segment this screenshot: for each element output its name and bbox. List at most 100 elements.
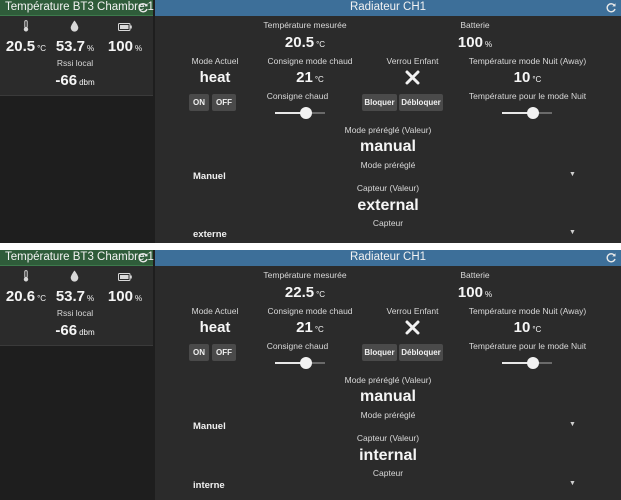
slider-thumb[interactable] <box>527 357 539 369</box>
consigne-chaud-label: Consigne chaud <box>266 341 329 351</box>
radiator-card: Radiateur CH1 Température mesurée 20.5 °C… <box>155 0 621 243</box>
caret-down-icon[interactable]: ▼ <box>569 229 576 236</box>
sensor-value: internal <box>359 447 417 464</box>
night-temp-value: 10 °C <box>513 319 542 336</box>
sensor-card-body: 20.6 °C 53.7% 100% Rssi local -66 dbm <box>0 266 153 346</box>
battery-label: Batterie <box>460 270 490 280</box>
verrou-enfant-label: Verrou Enfant <box>386 56 439 66</box>
consigne-mode-chaud-value: 21 °C <box>296 69 324 86</box>
debloquer-button[interactable]: Débloquer <box>399 344 443 361</box>
debloquer-button[interactable]: Débloquer <box>399 94 443 111</box>
preset-select[interactable]: Manuel <box>193 171 226 182</box>
night-temp-label: Température mode Nuit (Away) <box>468 56 587 66</box>
night-setpoint-slider[interactable] <box>502 107 552 119</box>
thermometer-icon <box>23 270 29 282</box>
night-setpoint-slider[interactable] <box>502 357 552 369</box>
sensor-value-label: Capteur (Valeur) <box>356 433 420 443</box>
caret-down-icon[interactable]: ▼ <box>569 421 576 428</box>
thermometer-icon <box>23 20 29 32</box>
radiator-card-header: Radiateur CH1 <box>155 250 621 266</box>
sensor-card-header: Température BT3 Chambre 1 <box>0 0 154 16</box>
close-x-icon <box>405 70 420 85</box>
dashboard-panel-1: Température BT3 Chambre 1 20.5 °C 53.7% 1… <box>0 0 621 243</box>
caret-down-icon[interactable]: ▼ <box>569 171 576 178</box>
measured-temp-value: 22.5 °C <box>284 284 326 301</box>
battery-value: 100% <box>457 284 493 301</box>
sensor-select-label: Capteur <box>372 218 404 228</box>
consigne-chaud-label: Consigne chaud <box>266 91 329 101</box>
preset-select-label: Mode préréglé <box>360 410 416 420</box>
night-temp-value: 10 °C <box>513 69 542 86</box>
battery-label: Batterie <box>460 20 490 30</box>
water-drop-icon <box>70 20 79 32</box>
sensor-select-label: Capteur <box>372 468 404 478</box>
sensor-rssi: -66 dbm <box>55 72 95 89</box>
slider-fill <box>275 362 306 364</box>
rssi-label: Rssi local <box>56 308 94 318</box>
slider-thumb[interactable] <box>527 107 539 119</box>
mode-actuel-label: Mode Actuel <box>191 56 239 66</box>
battery-value: 100% <box>457 34 493 51</box>
night-setpoint-label: Température pour le mode Nuit <box>468 91 587 101</box>
measured-temp-label: Température mesurée <box>263 270 347 280</box>
radiator-card-title: Radiateur CH1 <box>349 1 427 13</box>
dashboard-panel-2: Température BT3 Chambre 1 20.6 °C 53.7% 1… <box>0 250 621 500</box>
sensor-card-body: 20.5 °C 53.7% 100% Rssi local -66 dbm <box>0 16 153 96</box>
rssi-label: Rssi local <box>56 58 94 68</box>
preset-select-label: Mode préréglé <box>360 160 416 170</box>
consigne-mode-chaud-label: Consigne mode chaud <box>267 56 353 66</box>
preset-value: manual <box>359 138 416 155</box>
preset-value-label: Mode préréglé (Valeur) <box>344 125 432 135</box>
sensor-card: Température BT3 Chambre 1 20.6 °C 53.7% 1… <box>0 250 154 500</box>
radiator-card-header: Radiateur CH1 <box>155 0 621 16</box>
radiator-card-title: Radiateur CH1 <box>349 251 427 263</box>
measured-temp-value: 20.5 °C <box>284 34 326 51</box>
sensor-temperature: 20.5 °C <box>5 38 47 55</box>
slider-fill <box>275 112 306 114</box>
sensor-select[interactable]: externe <box>193 229 227 240</box>
verrou-enfant-label: Verrou Enfant <box>386 306 439 316</box>
on-button[interactable]: ON <box>189 344 209 361</box>
consigne-mode-chaud-label: Consigne mode chaud <box>267 306 353 316</box>
mode-actuel-value: heat <box>199 319 231 336</box>
consigne-chaud-slider[interactable] <box>275 357 325 369</box>
sensor-select[interactable]: interne <box>193 480 225 491</box>
refresh-icon[interactable] <box>605 252 617 264</box>
preset-value-label: Mode préréglé (Valeur) <box>344 375 432 385</box>
sensor-card-title: Température BT3 Chambre 1 <box>5 251 154 263</box>
slider-thumb[interactable] <box>300 107 312 119</box>
slider-fill <box>502 362 533 364</box>
night-temp-label: Température mode Nuit (Away) <box>468 306 587 316</box>
battery-icon <box>118 273 132 281</box>
battery-icon <box>118 23 132 31</box>
mode-actuel-value: heat <box>199 69 231 86</box>
night-setpoint-label: Température pour le mode Nuit <box>468 341 587 351</box>
sensor-card: Température BT3 Chambre 1 20.5 °C 53.7% 1… <box>0 0 154 243</box>
bloquer-button[interactable]: Bloquer <box>362 94 397 111</box>
sensor-card-title: Température BT3 Chambre 1 <box>5 1 154 13</box>
caret-down-icon[interactable]: ▼ <box>569 480 576 487</box>
slider-fill <box>502 112 533 114</box>
refresh-icon[interactable] <box>605 2 617 14</box>
sensor-rssi: -66 dbm <box>55 322 95 339</box>
sensor-value-label: Capteur (Valeur) <box>356 183 420 193</box>
off-button[interactable]: OFF <box>212 94 236 111</box>
preset-value: manual <box>359 388 416 405</box>
radiator-card: Radiateur CH1 Température mesurée 22.5 °C… <box>155 250 621 500</box>
preset-select[interactable]: Manuel <box>193 421 226 432</box>
consigne-mode-chaud-value: 21 °C <box>296 319 324 336</box>
refresh-icon[interactable] <box>137 2 149 14</box>
refresh-icon[interactable] <box>137 252 149 264</box>
slider-thumb[interactable] <box>300 357 312 369</box>
sensor-temperature: 20.6 °C <box>5 288 47 305</box>
sensor-value: external <box>357 197 419 214</box>
mode-actuel-label: Mode Actuel <box>191 306 239 316</box>
close-x-icon <box>405 320 420 335</box>
consigne-chaud-slider[interactable] <box>275 107 325 119</box>
sensor-battery: 100% <box>107 288 143 305</box>
bloquer-button[interactable]: Bloquer <box>362 344 397 361</box>
water-drop-icon <box>70 270 79 282</box>
off-button[interactable]: OFF <box>212 344 236 361</box>
sensor-card-header: Température BT3 Chambre 1 <box>0 250 154 266</box>
on-button[interactable]: ON <box>189 94 209 111</box>
